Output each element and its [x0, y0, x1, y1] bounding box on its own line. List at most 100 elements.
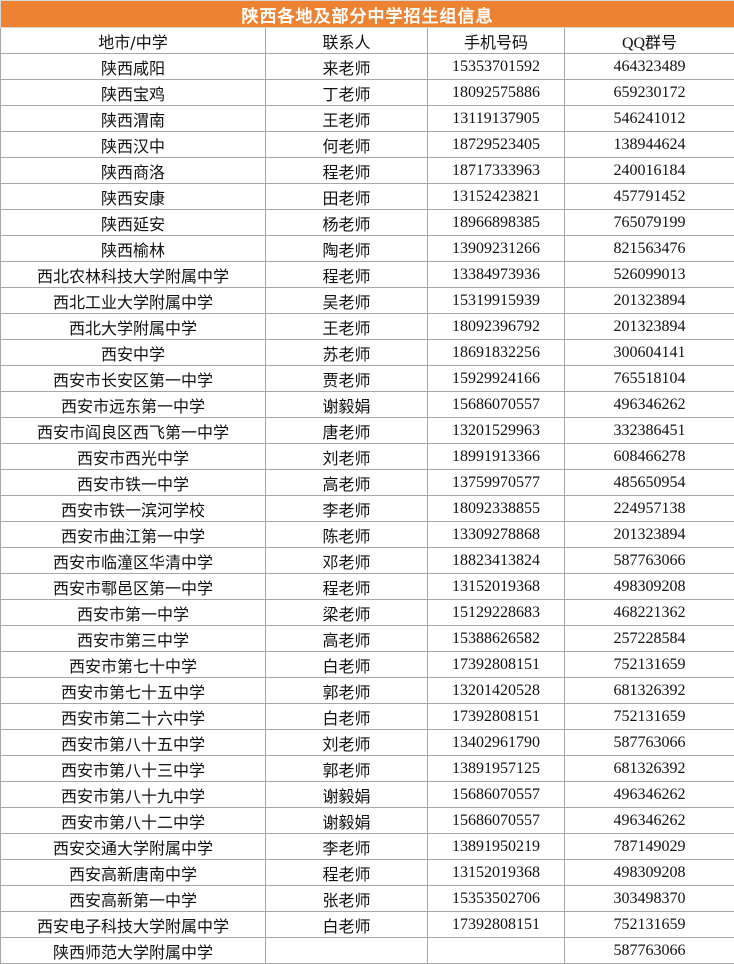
qq-group-cell[interactable]: 496346262 [565, 782, 734, 808]
phone-cell[interactable]: 13201420528 [428, 678, 565, 704]
phone-cell[interactable]: 13152019368 [428, 860, 565, 886]
contact-cell[interactable]: 杨老师 [266, 210, 428, 236]
qq-group-cell[interactable]: 821563476 [565, 236, 734, 262]
contact-cell[interactable]: 郭老师 [266, 678, 428, 704]
qq-group-cell[interactable]: 681326392 [565, 678, 734, 704]
phone-cell[interactable]: 15388626582 [428, 626, 565, 652]
region-cell[interactable]: 西安高新第一中学 [1, 886, 266, 912]
contact-cell[interactable]: 苏老师 [266, 340, 428, 366]
region-cell[interactable]: 西安电子科技大学附属中学 [1, 912, 266, 938]
qq-group-cell[interactable]: 332386451 [565, 418, 734, 444]
qq-group-cell[interactable]: 224957138 [565, 496, 734, 522]
contact-cell[interactable]: 张老师 [266, 886, 428, 912]
qq-group-cell[interactable]: 201323894 [565, 314, 734, 340]
phone-cell[interactable]: 13891957125 [428, 756, 565, 782]
qq-group-cell[interactable]: 526099013 [565, 262, 734, 288]
contact-cell[interactable]: 谢毅娟 [266, 392, 428, 418]
contact-cell[interactable]: 白老师 [266, 912, 428, 938]
phone-cell[interactable]: 17392808151 [428, 652, 565, 678]
qq-group-cell[interactable]: 468221362 [565, 600, 734, 626]
qq-group-cell[interactable]: 498309208 [565, 574, 734, 600]
region-cell[interactable]: 西安市第七十五中学 [1, 678, 266, 704]
phone-cell[interactable]: 15929924166 [428, 366, 565, 392]
region-cell[interactable]: 西安交通大学附属中学 [1, 834, 266, 860]
qq-group-cell[interactable]: 546241012 [565, 106, 734, 132]
region-cell[interactable]: 西安中学 [1, 340, 266, 366]
qq-group-cell[interactable]: 485650954 [565, 470, 734, 496]
phone-cell[interactable]: 15353502706 [428, 886, 565, 912]
qq-group-cell[interactable]: 659230172 [565, 80, 734, 106]
qq-group-cell[interactable]: 138944624 [565, 132, 734, 158]
qq-group-cell[interactable]: 201323894 [565, 288, 734, 314]
region-cell[interactable]: 西安市远东第一中学 [1, 392, 266, 418]
contact-cell[interactable]: 高老师 [266, 626, 428, 652]
phone-cell[interactable]: 15686070557 [428, 392, 565, 418]
region-cell[interactable]: 西安市第八十三中学 [1, 756, 266, 782]
region-cell[interactable]: 西安市临潼区华清中学 [1, 548, 266, 574]
qq-group-cell[interactable]: 240016184 [565, 158, 734, 184]
qq-group-cell[interactable]: 752131659 [565, 652, 734, 678]
contact-cell[interactable]: 唐老师 [266, 418, 428, 444]
contact-cell[interactable]: 梁老师 [266, 600, 428, 626]
region-cell[interactable]: 西安市第七十中学 [1, 652, 266, 678]
region-cell[interactable]: 陕西宝鸡 [1, 80, 266, 106]
phone-cell[interactable]: 18729523405 [428, 132, 565, 158]
contact-cell[interactable]: 白老师 [266, 704, 428, 730]
phone-cell[interactable]: 15686070557 [428, 808, 565, 834]
phone-cell[interactable]: 13384973936 [428, 262, 565, 288]
table-title[interactable]: 陕西各地及部分中学招生组信息 [1, 1, 734, 28]
qq-group-cell[interactable]: 464323489 [565, 54, 734, 80]
region-cell[interactable]: 西安市铁一滨河学校 [1, 496, 266, 522]
phone-cell[interactable]: 18691832256 [428, 340, 565, 366]
region-cell[interactable]: 陕西榆林 [1, 236, 266, 262]
qq-group-cell[interactable]: 587763066 [565, 938, 734, 964]
contact-cell[interactable] [266, 938, 428, 964]
qq-group-cell[interactable]: 787149029 [565, 834, 734, 860]
phone-cell[interactable]: 13759970577 [428, 470, 565, 496]
contact-cell[interactable]: 刘老师 [266, 444, 428, 470]
region-cell[interactable]: 陕西汉中 [1, 132, 266, 158]
qq-group-cell[interactable]: 496346262 [565, 808, 734, 834]
contact-cell[interactable]: 丁老师 [266, 80, 428, 106]
qq-group-cell[interactable]: 752131659 [565, 912, 734, 938]
region-cell[interactable]: 陕西安康 [1, 184, 266, 210]
region-cell[interactable]: 西安市第二十六中学 [1, 704, 266, 730]
qq-group-cell[interactable]: 765079199 [565, 210, 734, 236]
region-cell[interactable]: 西北农林科技大学附属中学 [1, 262, 266, 288]
phone-cell[interactable]: 18823413824 [428, 548, 565, 574]
phone-cell[interactable]: 18991913366 [428, 444, 565, 470]
contact-cell[interactable]: 邓老师 [266, 548, 428, 574]
region-cell[interactable]: 陕西师范大学附属中学 [1, 938, 266, 964]
phone-cell[interactable]: 13152019368 [428, 574, 565, 600]
contact-cell[interactable]: 陈老师 [266, 522, 428, 548]
qq-group-cell[interactable]: 303498370 [565, 886, 734, 912]
phone-cell[interactable] [428, 938, 565, 964]
region-cell[interactable]: 西安市第八十五中学 [1, 730, 266, 756]
contact-cell[interactable]: 程老师 [266, 262, 428, 288]
contact-cell[interactable]: 谢毅娟 [266, 808, 428, 834]
region-cell[interactable]: 陕西咸阳 [1, 54, 266, 80]
phone-cell[interactable]: 15686070557 [428, 782, 565, 808]
phone-cell[interactable]: 13119137905 [428, 106, 565, 132]
contact-cell[interactable]: 吴老师 [266, 288, 428, 314]
phone-cell[interactable]: 17392808151 [428, 704, 565, 730]
qq-group-cell[interactable]: 257228584 [565, 626, 734, 652]
qq-group-cell[interactable]: 457791452 [565, 184, 734, 210]
region-cell[interactable]: 西北大学附属中学 [1, 314, 266, 340]
phone-cell[interactable]: 18966898385 [428, 210, 565, 236]
qq-group-cell[interactable]: 765518104 [565, 366, 734, 392]
region-cell[interactable]: 西安市长安区第一中学 [1, 366, 266, 392]
header-qq-group[interactable]: QQ群号 [565, 28, 734, 54]
region-cell[interactable]: 西安市鄠邑区第一中学 [1, 574, 266, 600]
phone-cell[interactable]: 18717333963 [428, 158, 565, 184]
contact-cell[interactable]: 高老师 [266, 470, 428, 496]
phone-cell[interactable]: 13201529963 [428, 418, 565, 444]
qq-group-cell[interactable]: 300604141 [565, 340, 734, 366]
header-region[interactable]: 地市/中学 [1, 28, 266, 54]
qq-group-cell[interactable]: 496346262 [565, 392, 734, 418]
qq-group-cell[interactable]: 681326392 [565, 756, 734, 782]
region-cell[interactable]: 西安市阎良区西飞第一中学 [1, 418, 266, 444]
phone-cell[interactable]: 15353701592 [428, 54, 565, 80]
phone-cell[interactable]: 18092396792 [428, 314, 565, 340]
qq-group-cell[interactable]: 608466278 [565, 444, 734, 470]
